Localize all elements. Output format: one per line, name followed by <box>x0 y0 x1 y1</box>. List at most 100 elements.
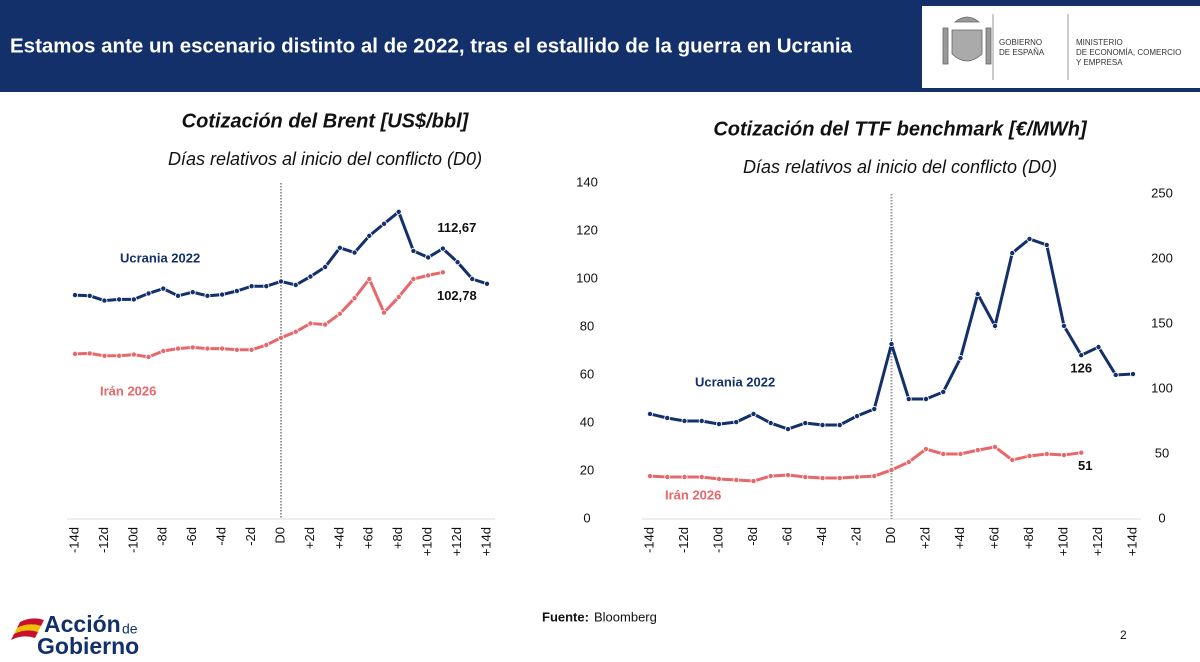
y-tick-label: 0 <box>583 510 590 525</box>
ministry-text: MINISTERIO <box>1076 38 1123 47</box>
data-point <box>86 292 93 299</box>
data-point <box>750 410 757 417</box>
y-tick-label: 250 <box>1151 185 1173 200</box>
chart-title: Cotización del TTF benchmark [€/MWh] <box>713 118 1088 140</box>
data-point <box>130 296 137 303</box>
data-point <box>322 263 329 270</box>
x-tick-label: +6d <box>361 527 376 549</box>
y-tick-label: 150 <box>1151 315 1173 330</box>
logo-flag <box>11 618 44 640</box>
data-point <box>189 344 196 351</box>
data-point <box>819 422 826 429</box>
data-point <box>681 474 688 481</box>
data-point <box>974 291 981 298</box>
x-tick-label: -6d <box>779 527 794 546</box>
x-tick-label: +10d <box>420 527 435 556</box>
data-point <box>130 351 137 358</box>
data-point <box>647 473 654 480</box>
chart-subtitle: Días relativos al inicio del conflicto (… <box>743 157 1057 177</box>
data-point <box>248 346 255 353</box>
x-tick-label: D0 <box>883 527 898 544</box>
data-point <box>336 244 343 251</box>
data-point <box>1043 241 1050 248</box>
data-point <box>204 345 211 352</box>
data-point <box>664 414 671 421</box>
x-tick-label: +2d <box>917 527 932 549</box>
data-point <box>974 447 981 454</box>
y-tick-label: 200 <box>1151 250 1173 265</box>
data-point <box>439 269 446 276</box>
x-tick-label: -4d <box>814 527 829 546</box>
data-point <box>733 419 740 426</box>
y-tick-label: 40 <box>580 414 594 429</box>
data-point <box>483 280 490 287</box>
data-point <box>263 341 270 348</box>
data-point <box>425 254 432 261</box>
data-point <box>322 321 329 328</box>
crest <box>942 16 992 65</box>
data-point <box>957 450 964 457</box>
data-point <box>469 275 476 282</box>
data-point <box>698 417 705 424</box>
data-point <box>72 292 79 299</box>
gov-text: GOBIERNO <box>999 38 1042 47</box>
data-point <box>86 350 93 357</box>
data-point <box>1026 452 1033 459</box>
data-point <box>160 347 167 354</box>
source-label: Fuente: <box>542 609 589 624</box>
data-point <box>233 346 240 353</box>
data-point <box>836 475 843 482</box>
data-point <box>888 466 895 473</box>
data-point <box>1112 371 1119 378</box>
x-tick-label: +2d <box>302 527 317 549</box>
data-point <box>277 334 284 341</box>
data-point <box>1130 371 1137 378</box>
data-point <box>957 355 964 362</box>
x-tick-label: -8d <box>155 527 170 546</box>
data-point <box>905 459 912 466</box>
y-tick-label: 100 <box>1151 380 1173 395</box>
logo-text: Gobierno <box>37 633 139 659</box>
data-point <box>101 352 108 359</box>
header-title: Estamos ante un escenario distinto al de… <box>10 34 853 57</box>
data-point <box>647 410 654 417</box>
data-point <box>905 396 912 403</box>
series-line <box>649 445 1082 483</box>
logo-text: de <box>122 621 138 637</box>
data-point <box>366 275 373 282</box>
data-point <box>248 283 255 290</box>
data-point <box>888 341 895 348</box>
ministry-text: Y EMPRESA <box>1076 58 1123 67</box>
x-tick-label: -2d <box>848 527 863 546</box>
page-number: 2 <box>1120 628 1127 642</box>
data-point <box>395 208 402 215</box>
x-tick-label: -6d <box>184 527 199 546</box>
data-point <box>410 275 417 282</box>
y-tick-label: 60 <box>580 366 594 381</box>
data-point <box>380 220 387 227</box>
data-point <box>292 328 299 335</box>
x-tick-label: -2d <box>243 527 258 546</box>
data-point <box>1078 352 1085 359</box>
data-point <box>1095 344 1102 351</box>
data-point <box>439 245 446 252</box>
y-tick-label: 100 <box>576 270 598 285</box>
data-point <box>380 309 387 316</box>
data-point <box>750 478 757 485</box>
data-point <box>733 476 740 483</box>
data-point <box>854 413 861 420</box>
data-point <box>940 388 947 395</box>
data-point <box>72 350 79 357</box>
data-point <box>233 287 240 294</box>
data-point <box>366 232 373 239</box>
y-tick-label: 120 <box>576 222 598 237</box>
y-tick-label: 20 <box>580 462 594 477</box>
data-point <box>219 291 226 298</box>
data-label: 126 <box>1070 361 1092 376</box>
data-point <box>395 293 402 300</box>
data-point <box>716 421 723 428</box>
data-point <box>836 422 843 429</box>
data-point <box>116 352 123 359</box>
data-point <box>1078 449 1085 456</box>
data-point <box>1061 322 1068 329</box>
